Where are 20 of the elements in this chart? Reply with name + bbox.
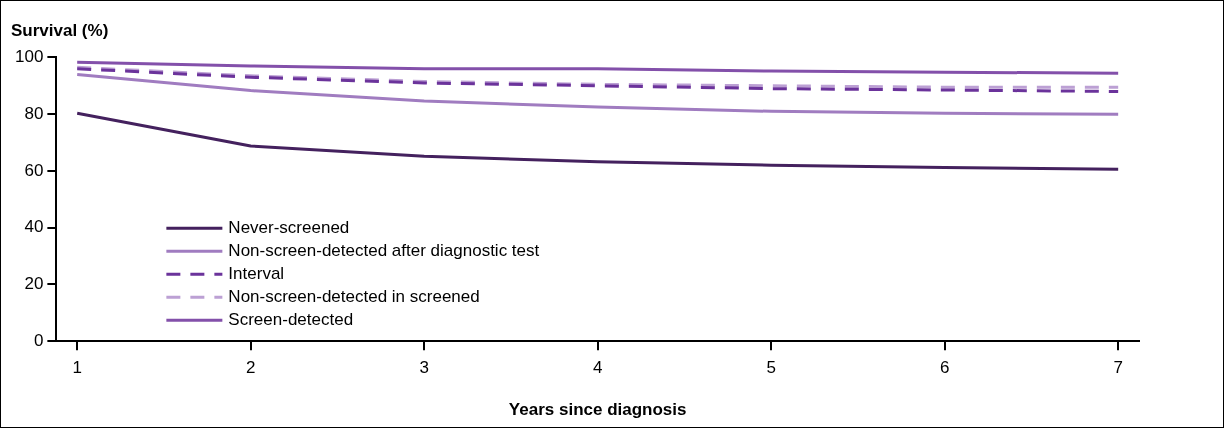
legend-label: Never-screened (228, 217, 350, 237)
legend-label: Non-screen-detected in screened (228, 286, 480, 306)
y-tick-label: 80 (24, 103, 44, 123)
y-tick-label: 100 (14, 47, 44, 67)
x-tick-label: 2 (245, 358, 256, 378)
chart-title: Survival (%) (11, 20, 109, 40)
x-tick-label: 5 (766, 358, 776, 378)
x-tick-label: 1 (72, 358, 82, 378)
legend-label: Screen-detected (228, 309, 354, 329)
x-axis-title: Years since diagnosis (508, 400, 687, 420)
x-tick-label: 7 (1113, 358, 1123, 378)
legend-label: Non-screen-detected after diagnostic test (228, 240, 540, 260)
y-tick-label: 20 (24, 274, 44, 294)
y-tick-label: 60 (24, 160, 44, 180)
x-tick-label: 4 (592, 358, 603, 378)
legend-label: Interval (228, 263, 285, 283)
y-tick-label: 0 (33, 330, 44, 350)
y-tick-label: 40 (24, 217, 44, 237)
x-tick-label: 6 (939, 358, 950, 378)
x-tick-label: 3 (419, 358, 429, 378)
